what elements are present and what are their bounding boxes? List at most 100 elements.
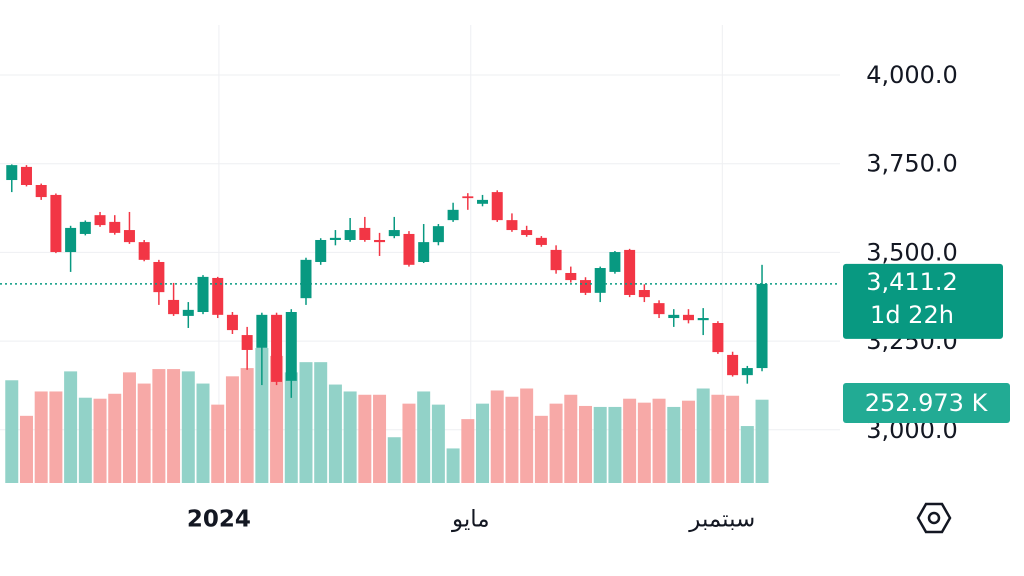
candle-body: [447, 209, 459, 221]
candle-body: [168, 299, 180, 315]
candle-body: [315, 239, 327, 262]
candle-body: [285, 312, 297, 381]
candle-body: [241, 335, 253, 350]
volume-bar: [461, 419, 475, 483]
volume-bar: [431, 404, 445, 483]
volume-bar: [564, 394, 578, 483]
volume-bar: [696, 388, 710, 483]
last-volume-label: 252.973 K: [865, 389, 989, 417]
candle-body: [94, 215, 106, 226]
y-tick-label: 3,500.0: [866, 238, 958, 266]
candle-body: [477, 199, 489, 204]
candle-body: [212, 277, 224, 315]
volume-bar: [373, 394, 387, 483]
candle-body: [197, 276, 209, 313]
volume-bar: [49, 391, 63, 483]
volume-layer: [5, 348, 769, 483]
candle-body: [359, 227, 371, 240]
volume-bar: [652, 398, 666, 483]
candle-body: [506, 220, 518, 231]
candle-body: [374, 239, 386, 243]
volume-bar: [196, 383, 210, 483]
volume-bar: [387, 437, 401, 483]
volume-bar: [167, 369, 181, 483]
volume-bar: [608, 406, 622, 483]
volume-bar: [623, 398, 637, 483]
candle-body: [535, 237, 547, 245]
candle-body: [418, 242, 430, 262]
volume-bar: [19, 415, 33, 483]
candle-body: [727, 354, 739, 376]
volume-bar: [181, 371, 195, 483]
candle-body: [6, 165, 18, 181]
volume-bar: [726, 395, 740, 483]
volume-bar: [255, 348, 269, 483]
volume-bar: [446, 448, 460, 483]
volume-bar: [681, 400, 695, 483]
volume-bar: [240, 368, 254, 483]
hexagon: [916, 502, 952, 534]
candle-body: [344, 230, 356, 240]
candle-body: [712, 323, 724, 353]
candle-body: [153, 261, 165, 293]
y-tick-label: 3,750.0: [866, 150, 958, 178]
candle-body: [35, 184, 47, 198]
candle-body: [432, 226, 444, 243]
volume-bar: [108, 393, 122, 483]
volume-bar: [711, 394, 725, 483]
candle-body: [579, 280, 591, 293]
candle-body: [653, 303, 665, 315]
volume-bar: [534, 415, 548, 483]
settings-icon[interactable]: [916, 502, 952, 534]
volume-bar: [740, 426, 754, 483]
x-tick-label: سبتمبر: [688, 507, 755, 533]
candle-body: [462, 196, 474, 199]
volume-bar: [152, 369, 166, 483]
candle-body: [329, 237, 341, 240]
volume-bar: [593, 406, 607, 483]
volume-bar: [34, 391, 48, 483]
candle-body: [256, 314, 268, 348]
candle-body: [226, 314, 238, 331]
candle-body: [388, 230, 400, 237]
x-tick-label: مايو: [451, 507, 490, 533]
icon-circle: [927, 511, 941, 525]
candle-body: [123, 230, 135, 243]
volume-bar: [476, 403, 490, 483]
countdown: 1d 22h: [870, 301, 954, 329]
candle-body: [521, 230, 533, 236]
candle-body: [50, 194, 62, 253]
volume-bar: [402, 403, 416, 483]
volume-bar: [64, 371, 78, 483]
candle-body: [403, 233, 415, 265]
volume-bar: [314, 362, 328, 483]
price-badge: [843, 263, 1003, 339]
candle-layer: [6, 164, 768, 398]
candle-body: [741, 368, 753, 376]
volume-bar: [417, 391, 431, 483]
candle-body: [594, 268, 606, 293]
last-price-label: 3,411.2: [866, 268, 958, 296]
candle-body: [565, 272, 577, 281]
candle-body: [491, 192, 503, 221]
candle-body: [271, 314, 283, 382]
candle-body: [182, 309, 194, 316]
volume-bar: [343, 391, 357, 483]
candle-body: [756, 283, 768, 369]
volume-bar: [505, 396, 519, 483]
volume-bar: [78, 397, 92, 483]
candle-body: [609, 252, 621, 272]
volume-bar: [284, 372, 298, 483]
volume-bar: [211, 404, 225, 483]
volume-bar: [549, 403, 563, 483]
volume-bar: [328, 384, 342, 483]
volume-bar: [225, 376, 239, 483]
candle-body: [624, 249, 636, 295]
volume-bar: [490, 390, 504, 483]
candle-body: [550, 249, 562, 271]
x-tick-label: 2024: [187, 507, 251, 533]
volume-bar: [358, 394, 372, 483]
volume-bar: [137, 383, 151, 483]
